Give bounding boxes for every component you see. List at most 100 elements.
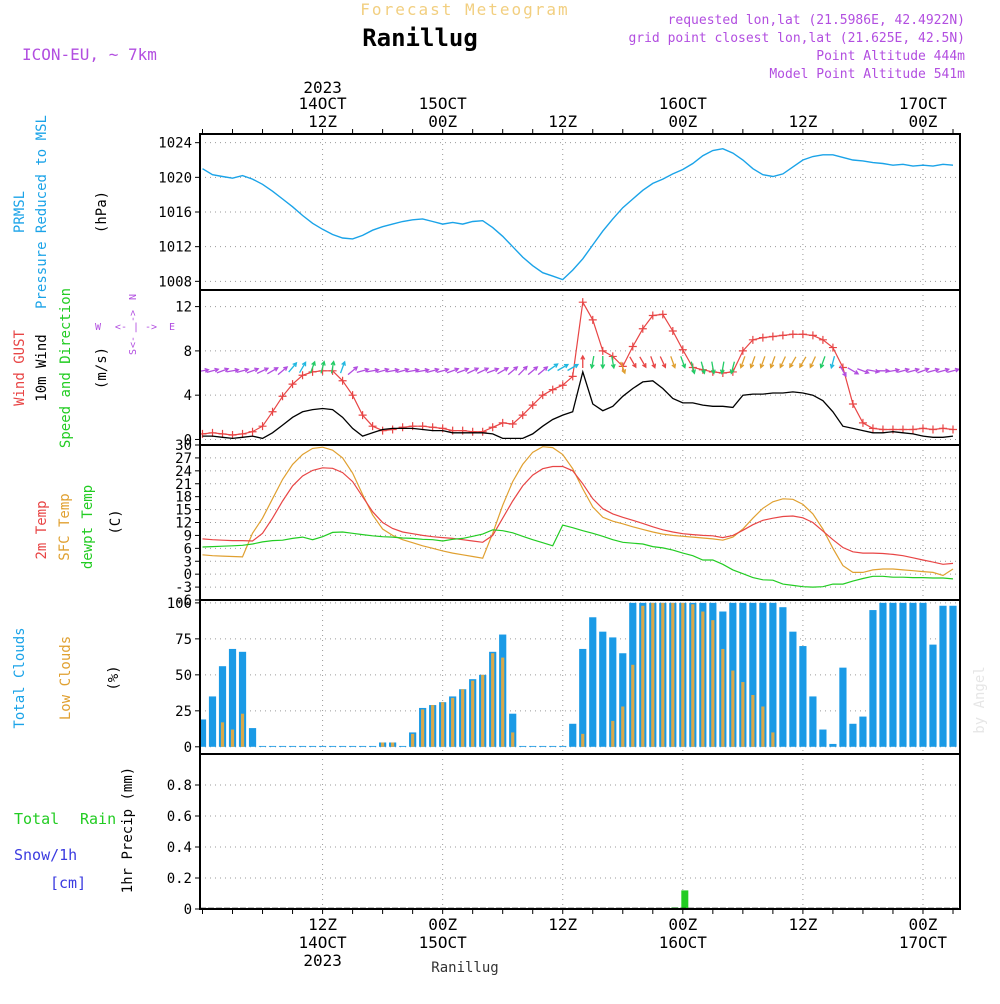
gust-marker (658, 310, 667, 319)
total-cloud-bar (769, 602, 777, 747)
total-cloud-bar (909, 602, 917, 747)
gust-marker (648, 311, 657, 320)
gust-marker (508, 419, 517, 428)
wind-arrow (236, 367, 250, 374)
top-time-label: 16OCT (659, 94, 708, 113)
wind-arrow (416, 367, 430, 373)
precip-axis-label: 1hr Precip (mm) (120, 767, 136, 893)
top-time-label: 00Z (909, 112, 938, 131)
bottom-time-label: 12Z (548, 915, 577, 934)
low-cloud-bar (741, 682, 745, 747)
wind-arrow (917, 367, 930, 374)
low-cloud-bar (701, 611, 705, 747)
precipitation-marks (200, 890, 960, 909)
top-time-label: 00Z (668, 112, 697, 131)
gust-marker (548, 385, 557, 394)
y-tick-label: 1008 (158, 274, 192, 290)
gust-marker (358, 411, 367, 420)
low-cloud-bar (771, 732, 775, 747)
total-cloud-bar (809, 696, 817, 747)
total-cloud-bar (949, 605, 957, 747)
wind-arrow (299, 361, 307, 374)
wind-arrow (497, 367, 510, 375)
y-tick-label: 0.6 (167, 809, 192, 825)
y-tick-label: 0.2 (167, 871, 192, 887)
total-cloud-bar (609, 637, 617, 747)
low-cloud-bar (220, 722, 225, 747)
total-cloud-bar (589, 617, 597, 747)
total-cloud-bar (579, 648, 587, 747)
low-cloud-bar (451, 697, 455, 747)
page-title: Ranillug (362, 24, 478, 52)
total-cloud-bar (739, 602, 747, 747)
svg-text:<- | ->: <- | -> (115, 322, 157, 333)
low-cloud-bar (581, 733, 585, 747)
bottom-time-label: 00Z (428, 915, 457, 934)
gust-marker (918, 424, 927, 433)
wind-arrow (610, 355, 616, 370)
gust-marker (228, 431, 237, 440)
wind-arrow (206, 367, 220, 374)
wind-arrow (366, 367, 380, 373)
y-tick-label: 21 (175, 477, 192, 493)
total-cloud-bar (939, 605, 947, 747)
low-cloud-bar (511, 732, 515, 747)
wind-arrow (527, 366, 539, 376)
low-cloud-bar (411, 733, 415, 747)
wind-arrow (700, 361, 706, 375)
wind-line (202, 369, 954, 440)
wind-arrow (507, 366, 519, 376)
wind-arrow (739, 356, 746, 369)
wind-arrow (486, 367, 500, 374)
gust-marker (338, 376, 347, 385)
bottom-time-label: 00Z (909, 915, 938, 934)
total-cloud-bar (779, 607, 787, 747)
y-tick-label: 6 (184, 541, 192, 557)
wind-arrow (466, 367, 480, 374)
model-name: ICON-EU, ~ 7km (22, 45, 157, 64)
y-tick-label: -6 (175, 593, 192, 609)
sfc-temp-line (202, 446, 954, 577)
low-cloud-bar (661, 602, 665, 747)
gust-marker (288, 380, 297, 389)
wind-arrow (376, 367, 390, 374)
total-cloud-bar (278, 745, 287, 747)
total-cloud-bar (829, 743, 837, 747)
y-tick-label: 8 (184, 344, 192, 360)
total-cloud-bar (879, 602, 887, 747)
wind-arrow (896, 367, 911, 374)
wind-arrow (518, 365, 528, 376)
total-cloud-bar (929, 644, 937, 747)
low-cloud-bar (751, 694, 755, 747)
low-cloud-bar (391, 742, 395, 747)
total-cloud-bar (328, 745, 337, 747)
wind-arrow (356, 367, 370, 374)
pressure-panel: 1008 1012 1016 1020 1024 (158, 133, 961, 291)
bottom-time-label: 12Z (308, 915, 337, 934)
panels-group: 1008101210161020102404812-6-303691215182… (158, 78, 961, 970)
total-cloud-bar (859, 716, 867, 747)
wind-arrow (589, 355, 595, 370)
total-cloud-bar (799, 646, 807, 747)
wind-arrow (769, 356, 776, 369)
gust-marker (798, 330, 807, 339)
gust-marker (478, 427, 487, 436)
total-cloud-bar (559, 745, 567, 747)
gust-marker (818, 335, 827, 344)
gust-marker (258, 422, 267, 431)
wind-arrow (670, 356, 677, 369)
gust-marker (738, 346, 747, 355)
wind-arrow (749, 356, 756, 369)
total-cloud-bar (899, 602, 907, 747)
low-cloud-bar (731, 670, 735, 747)
low-cloud-bar (471, 680, 475, 747)
wind-arrow (759, 356, 766, 369)
wind-arrow (680, 356, 687, 369)
total-cloud-bar (509, 713, 517, 747)
gust-marker (388, 425, 397, 434)
total-cloud-bar (348, 745, 357, 747)
sfc-temp-label: SFC Temp (57, 493, 73, 560)
gust-marker (238, 429, 247, 438)
